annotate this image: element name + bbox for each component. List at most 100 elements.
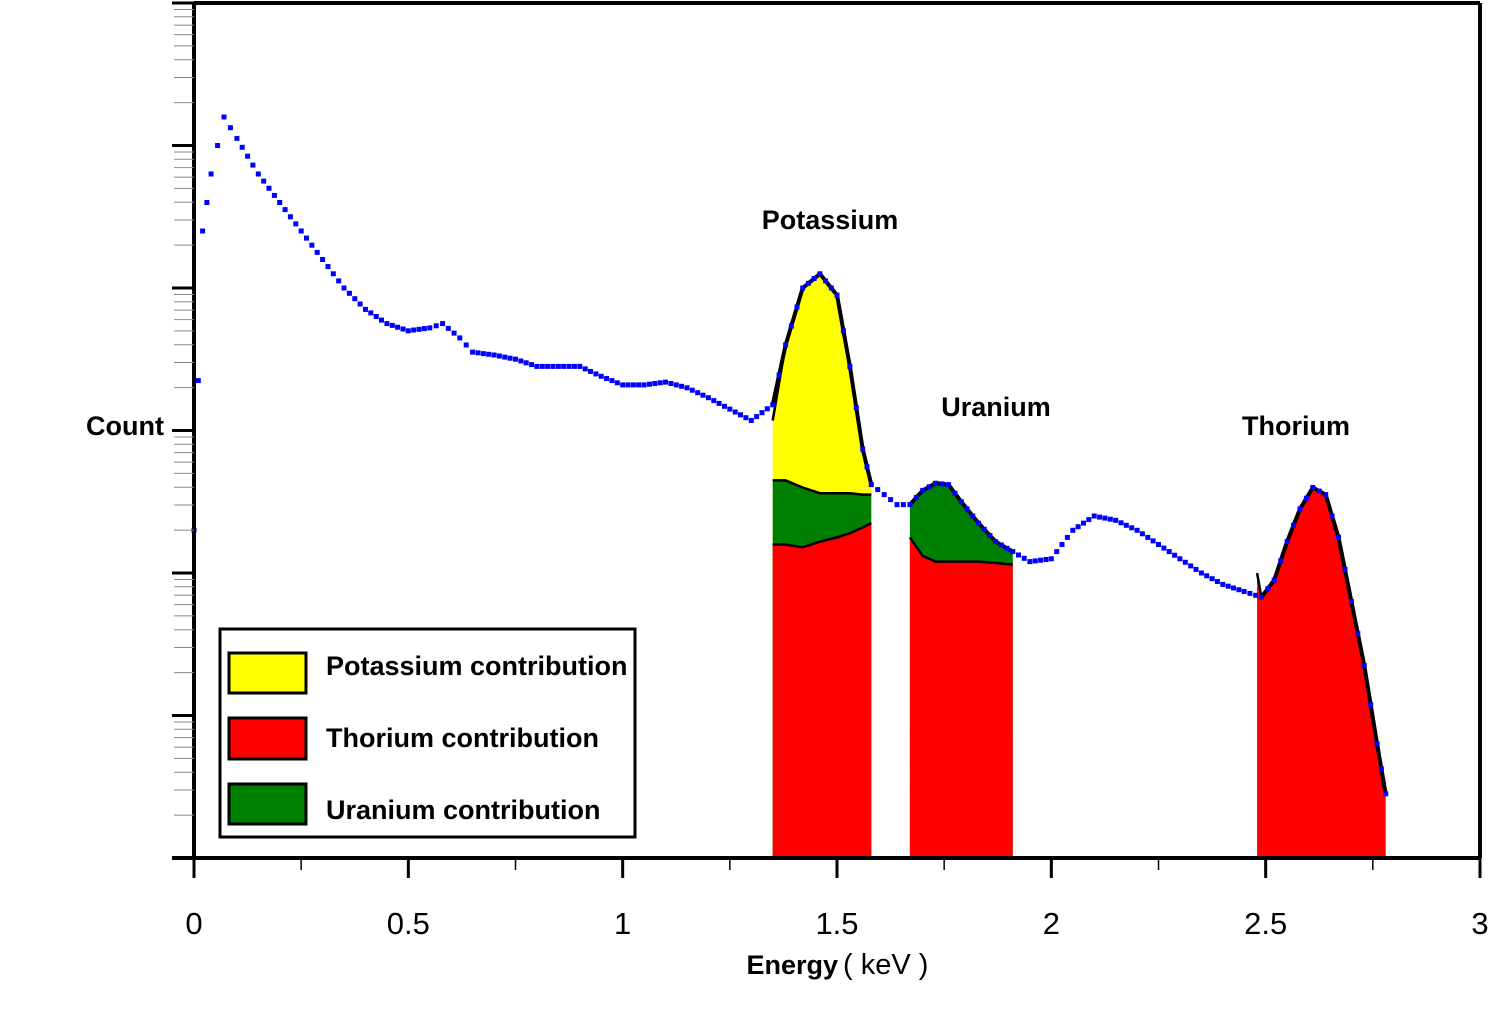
measured-point-89 — [673, 382, 679, 388]
measured-point-105 — [759, 410, 765, 416]
measured-point-62 — [529, 362, 535, 368]
measured-point-173 — [1150, 538, 1156, 544]
measured-point-157 — [1064, 534, 1070, 540]
measured-point-56 — [496, 353, 502, 359]
measured-point-172 — [1145, 534, 1151, 540]
measured-point-124 — [868, 482, 874, 488]
measured-points — [191, 114, 1389, 797]
measured-point-50 — [463, 342, 469, 348]
measured-point-115 — [817, 271, 823, 277]
measured-point-15 — [271, 192, 277, 198]
measured-point-51 — [470, 349, 476, 355]
measured-point-148 — [1016, 552, 1021, 558]
measured-point-7 — [227, 125, 233, 131]
measured-point-9 — [239, 144, 245, 150]
measured-point-210 — [1368, 702, 1374, 708]
measured-point-12 — [255, 171, 261, 177]
measured-point-60 — [518, 358, 524, 364]
measured-point-71 — [577, 363, 583, 369]
measured-point-189 — [1236, 587, 1242, 593]
measured-point-171 — [1139, 531, 1145, 537]
x-tick-label-4: 2 — [1043, 906, 1060, 941]
legend-label-uranium: Uranium contribution — [326, 795, 600, 825]
measured-point-61 — [523, 360, 529, 366]
measured-point-164 — [1102, 515, 1108, 521]
measured-point-147 — [1010, 549, 1016, 555]
thorium-area-2 — [1257, 487, 1386, 858]
measured-point-198 — [1291, 522, 1296, 528]
measured-point-90 — [679, 383, 685, 389]
measured-point-140 — [970, 513, 976, 519]
measured-point-201 — [1310, 485, 1316, 490]
measured-point-143 — [987, 533, 993, 538]
measured-point-122 — [860, 446, 866, 452]
contribution-areas — [772, 273, 1386, 858]
axes — [172, 1, 1482, 878]
measured-point-158 — [1070, 527, 1076, 533]
measured-point-25 — [325, 264, 331, 270]
measured-point-111 — [794, 304, 800, 310]
measured-point-73 — [588, 368, 593, 374]
measured-point-24 — [320, 257, 326, 262]
measured-point-66 — [550, 363, 556, 369]
measured-point-43 — [421, 326, 427, 332]
measured-point-193 — [1258, 594, 1264, 600]
measured-point-39 — [400, 326, 406, 332]
x-tick-label-0: 0 — [185, 906, 202, 941]
measured-point-82 — [636, 382, 642, 388]
measured-point-112 — [800, 285, 806, 291]
measured-point-135 — [939, 481, 945, 487]
measured-point-53 — [480, 351, 486, 357]
measured-point-42 — [416, 326, 422, 332]
measured-point-13 — [261, 178, 267, 184]
measured-point-137 — [952, 490, 958, 496]
measured-point-186 — [1220, 581, 1226, 587]
measured-point-130 — [907, 502, 913, 508]
measured-point-213 — [1383, 791, 1389, 797]
measured-point-107 — [770, 402, 776, 408]
measured-point-181 — [1193, 566, 1199, 572]
measured-point-72 — [582, 366, 588, 372]
annotation-thorium: Thorium — [1242, 411, 1350, 441]
measured-point-205 — [1336, 534, 1341, 540]
measured-point-29 — [346, 290, 352, 296]
measured-point-202 — [1316, 488, 1322, 494]
measured-point-92 — [689, 387, 695, 393]
measured-point-54 — [486, 351, 492, 357]
measured-point-119 — [840, 328, 846, 334]
measured-point-45 — [433, 323, 439, 329]
measured-point-65 — [545, 363, 551, 369]
measured-point-208 — [1355, 631, 1361, 637]
x-tick-label-6: 3 — [1471, 906, 1488, 941]
annotation-potassium: Potassium — [762, 205, 899, 235]
measured-point-44 — [427, 325, 433, 331]
legend: Potassium contribution Thorium contribut… — [218, 627, 637, 839]
y-axis-label: Count — [86, 411, 164, 441]
measured-point-114 — [811, 276, 817, 281]
measured-point-104 — [754, 414, 760, 420]
measured-point-106 — [764, 406, 770, 412]
annotation-uranium: Uranium — [941, 392, 1051, 422]
measured-point-152 — [1038, 557, 1044, 563]
legend-swatch-thorium — [227, 716, 308, 761]
measured-point-139 — [964, 506, 970, 512]
measured-point-179 — [1182, 559, 1188, 565]
measured-point-191 — [1247, 590, 1253, 596]
measured-point-194 — [1265, 586, 1271, 592]
legend-label-potassium: Potassium contribution — [326, 651, 628, 681]
measured-point-150 — [1027, 559, 1033, 565]
measured-point-16 — [277, 200, 283, 205]
measured-point-121 — [853, 405, 859, 411]
measured-point-109 — [783, 342, 789, 348]
measured-point-41 — [411, 327, 417, 333]
measured-point-138 — [958, 499, 964, 505]
measured-point-32 — [363, 306, 368, 312]
measured-point-17 — [282, 207, 288, 213]
measured-point-8 — [234, 135, 240, 141]
measured-point-47 — [445, 325, 451, 331]
measured-point-197 — [1284, 539, 1290, 545]
measured-point-52 — [475, 350, 481, 356]
x-tick-labels: 0 0.5 1 1.5 2 2.5 3 — [185, 906, 1488, 941]
measured-point-182 — [1198, 570, 1204, 576]
